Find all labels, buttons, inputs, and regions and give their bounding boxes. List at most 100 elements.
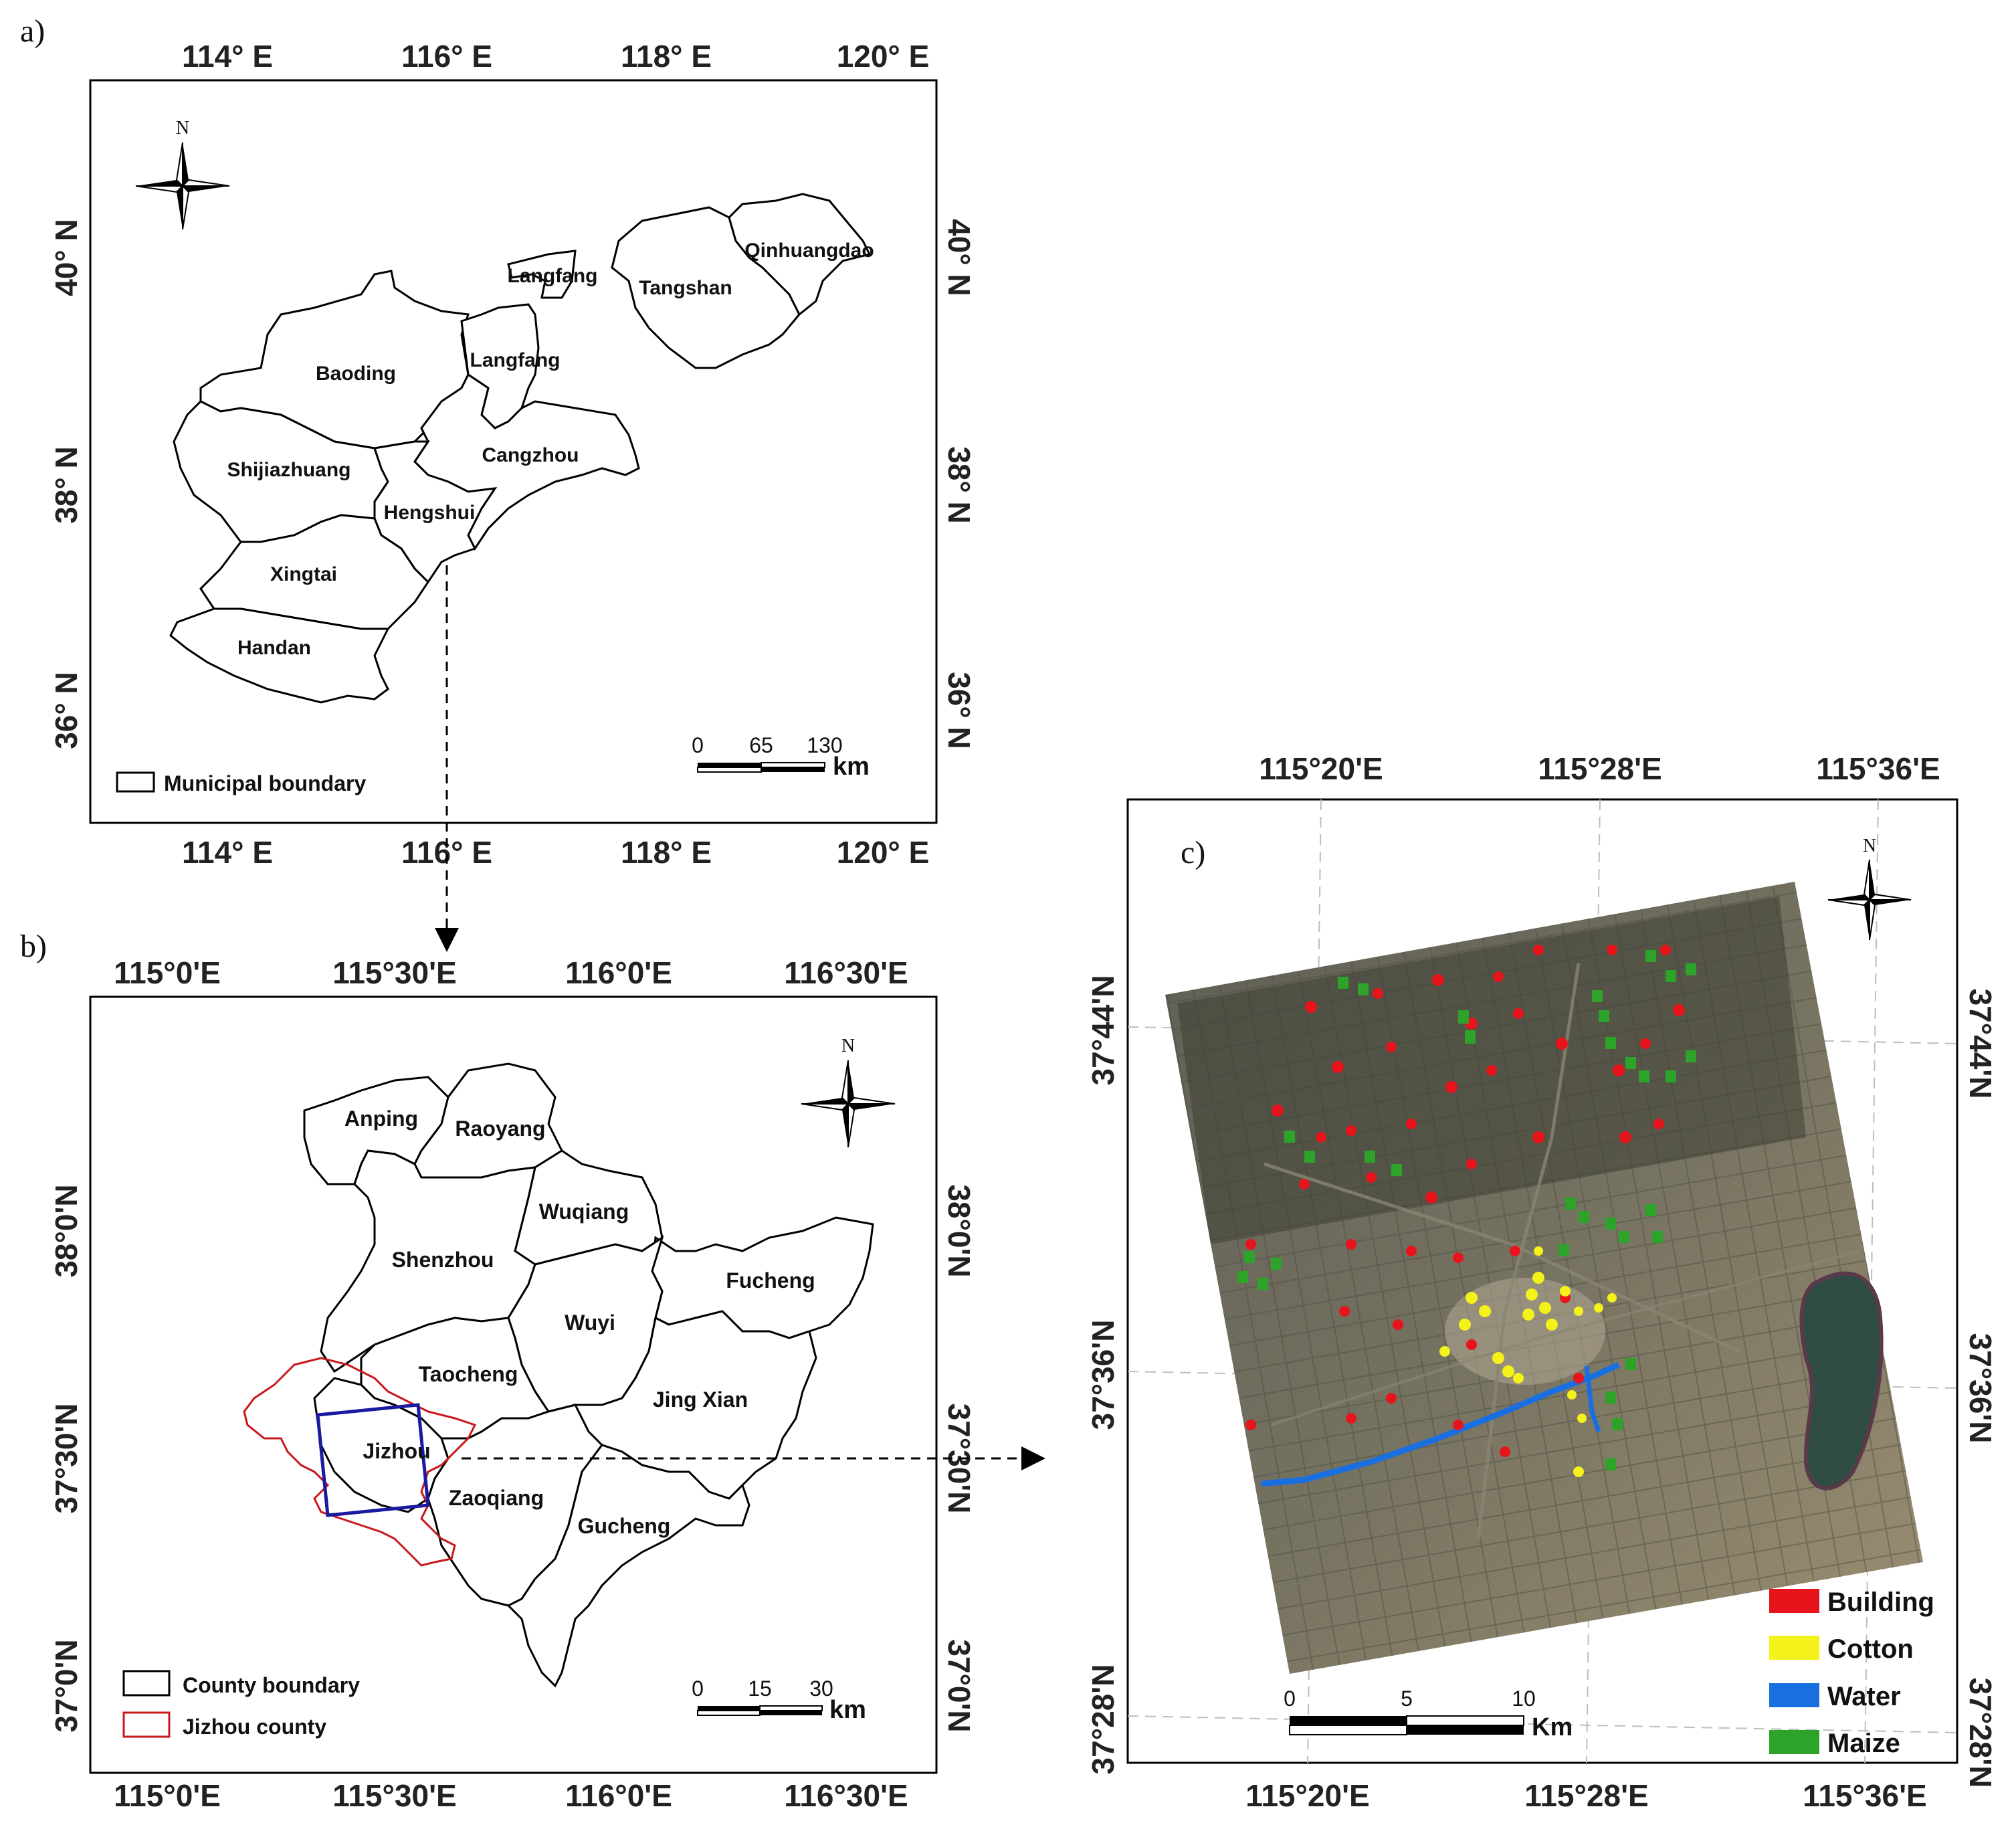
panel-b-scale-bar: 0 15 30 km <box>692 1676 866 1724</box>
x-tick: 118° E <box>621 835 712 870</box>
x-tick: 115°30'E <box>332 955 456 990</box>
y-tick: 36° N <box>942 672 977 749</box>
sample-points-building <box>1245 945 1685 1457</box>
county-gucheng <box>506 1444 750 1688</box>
legend-label: Jizhou county <box>183 1715 326 1739</box>
x-tick: 116° E <box>401 39 492 74</box>
legend-swatch-building <box>1769 1589 1819 1613</box>
region-xingtai <box>199 514 429 630</box>
panel-c-legend: Building Cotton Water Maize <box>1769 1588 1934 1758</box>
north-label: N <box>1863 836 1876 856</box>
north-label: N <box>176 118 189 138</box>
x-tick: 114° E <box>182 835 273 870</box>
panel-c-y-ticks-right: 37°44'N 37°36'N 37°28'N <box>1963 989 1998 1788</box>
reservoir <box>1799 1271 1884 1491</box>
legend-swatch-maize <box>1769 1730 1819 1754</box>
x-tick: 115°0'E <box>114 955 221 990</box>
scale-tick: 65 <box>749 733 773 757</box>
north-arrow-icon: N <box>135 118 230 230</box>
region-label: Shenzhou <box>392 1248 494 1272</box>
region-handan <box>169 607 390 704</box>
x-tick: 120° E <box>837 835 930 870</box>
panel-b-region-labels: Anping Raoyang Wuqiang Shenzhou Fucheng … <box>344 1107 815 1538</box>
x-tick: 115°30'E <box>332 1778 456 1813</box>
x-tick: 120° E <box>837 39 930 74</box>
region-label: Jizhou <box>363 1439 430 1463</box>
panel-b-legend: County boundary Jizhou county <box>122 1670 360 1739</box>
scale-tick: 130 <box>807 733 842 757</box>
scale-tick: 30 <box>809 1676 833 1701</box>
panel-a-y-ticks-left: 40° N 38° N 36° N <box>49 219 84 749</box>
panel-b-label: b) <box>20 929 47 964</box>
panel-c-x-ticks-bottom: 115°20'E 115°28'E 115°36'E <box>1245 1778 1926 1813</box>
region-label: Baoding <box>316 363 396 385</box>
region-label: Langfang <box>470 349 561 371</box>
region-label: Tangshan <box>639 277 732 299</box>
panel-a-x-ticks-bottom: 114° E 116° E 118° E 120° E <box>182 835 929 870</box>
canal <box>1261 1361 1620 1487</box>
region-label: Xingtai <box>270 563 337 585</box>
y-tick: 37°36'N <box>1963 1333 1998 1444</box>
panel-b-x-ticks-top: 115°0'E 115°30'E 116°0'E 116°30'E <box>114 955 908 990</box>
y-tick: 38°0'N <box>49 1184 84 1277</box>
legend-swatch <box>116 771 155 793</box>
panel-a-legend: Municipal boundary <box>116 771 366 795</box>
panel-a-scale-bar: 0 65 130 km <box>692 733 870 781</box>
region-label: Raoyang <box>455 1117 545 1141</box>
legend-label: Maize <box>1827 1729 1900 1758</box>
y-tick: 40° N <box>942 219 977 296</box>
y-tick: 37°44'N <box>1086 975 1120 1086</box>
region-label: Wuqiang <box>539 1200 629 1224</box>
legend-swatch-water <box>1769 1683 1819 1707</box>
legend-swatch-county <box>122 1670 171 1697</box>
region-label: Anping <box>344 1107 418 1131</box>
sample-points-maize <box>1237 950 1696 1470</box>
y-tick: 38° N <box>49 446 84 524</box>
scale-tick: 10 <box>1512 1687 1536 1711</box>
y-tick: 38°0'N <box>942 1184 977 1277</box>
region-label: Cangzhou <box>482 444 579 466</box>
y-tick: 36° N <box>49 672 84 749</box>
study-area-box <box>316 1403 430 1517</box>
scale-unit: km <box>833 753 870 781</box>
panel-a-region-labels: Langfang Tangshan Qinhuangdao Baoding La… <box>227 239 874 659</box>
panel-a-y-ticks-right: 40° N 38° N 36° N <box>942 219 977 749</box>
x-tick: 115°0'E <box>114 1778 221 1813</box>
panel-b-x-ticks-bottom: 115°0'E 115°30'E 116°0'E 116°30'E <box>114 1778 908 1813</box>
region-label: Hengshui <box>384 502 476 524</box>
region-label: Handan <box>237 637 311 659</box>
region-label: Zaoqiang <box>449 1486 544 1510</box>
x-tick: 115°20'E <box>1245 1778 1369 1813</box>
region-label: Fucheng <box>726 1268 815 1292</box>
legend-label: Municipal boundary <box>164 771 366 795</box>
panel-b-y-ticks-left: 38°0'N 37°30'N 37°0'N <box>49 1184 84 1732</box>
panel-a-x-ticks-top: 114° E 116° E 118° E 120° E <box>182 39 929 74</box>
legend-label: Water <box>1827 1682 1901 1711</box>
north-arrow-icon: N <box>801 1036 896 1148</box>
y-tick: 37°28'N <box>1963 1678 1998 1788</box>
scale-tick: 0 <box>692 1676 704 1701</box>
region-qinhuangdao <box>728 193 872 316</box>
north-arrow-icon: N <box>1827 836 1912 941</box>
panel-c-scale-bar: 0 5 10 Km <box>1284 1687 1573 1741</box>
y-tick: 40° N <box>49 219 84 296</box>
x-tick: 116°30'E <box>784 955 908 990</box>
scale-tick: 0 <box>692 733 704 757</box>
region-label: Wuyi <box>565 1311 615 1335</box>
panel-b: b) 115°0'E 115°30'E 116°0'E 116°30'E 115… <box>20 929 977 1813</box>
legend-label: Building <box>1827 1588 1934 1617</box>
region-label: Gucheng <box>578 1514 671 1538</box>
panel-b-frame <box>89 995 938 1774</box>
x-tick: 118° E <box>621 39 712 74</box>
y-tick: 37°44'N <box>1963 989 1998 1099</box>
region-tangshan <box>611 206 801 369</box>
scale-unit: km <box>829 1696 866 1724</box>
panel-a-frame <box>89 79 938 824</box>
x-tick: 115°28'E <box>1538 751 1661 786</box>
x-tick: 116°0'E <box>565 955 672 990</box>
scale-tick: 5 <box>1401 1687 1413 1711</box>
x-tick: 115°36'E <box>1816 751 1940 786</box>
panel-a: a) 114° E 116° E 118° E 120° E 114° E 11… <box>20 13 977 870</box>
county-boundaries <box>303 1062 874 1688</box>
